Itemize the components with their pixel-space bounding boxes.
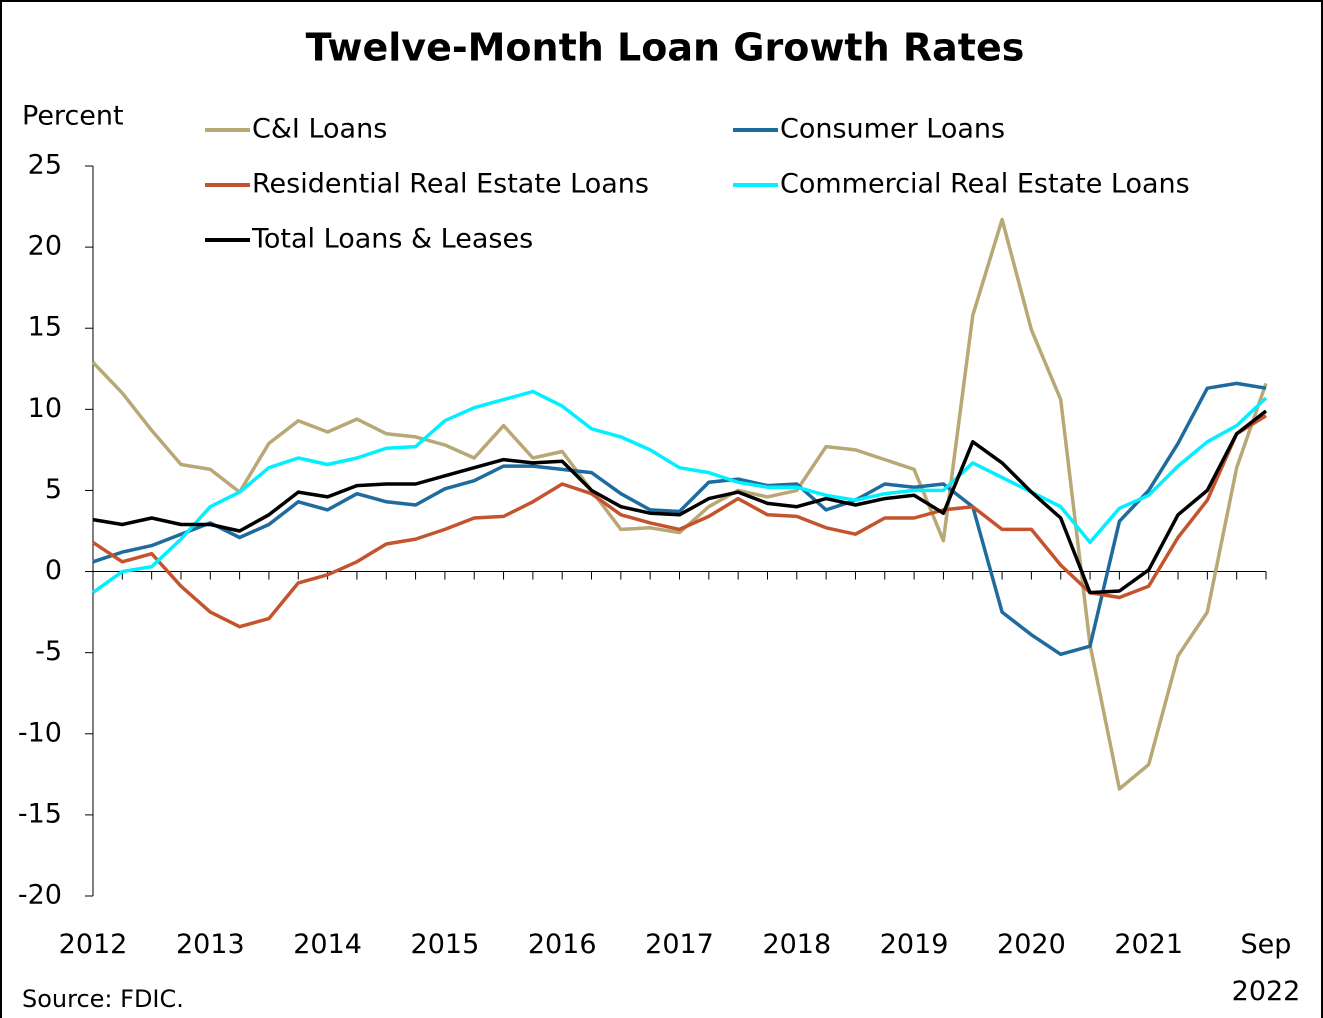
y-tick-label: -20 [18, 880, 62, 911]
x-tick-label-box: 2014 [293, 929, 362, 960]
y-axis-label: Percent [22, 101, 124, 132]
x-tick-label-box: 2016 [527, 929, 597, 960]
x-tick-label-box: 2012 [58, 929, 128, 960]
series-line [91, 217, 1268, 791]
legend-label: Total Loans & Leases [251, 224, 533, 255]
y-tick-label: 5 [45, 474, 62, 505]
x-tick-label-box: 2019 [879, 929, 949, 960]
x-tick-label-box: 2015 [410, 929, 480, 960]
y-tick-label: 10 [28, 393, 62, 424]
x-tick-label: 2012 [58, 929, 128, 960]
y-tick-label: 25 [28, 150, 62, 181]
legend-label: Consumer Loans [780, 114, 1005, 145]
series-line [92, 409, 1268, 595]
x-tick-label-box: 2018 [762, 929, 832, 960]
series-line [92, 381, 1267, 657]
y-tick-label: 0 [45, 555, 62, 586]
y-tick-label: -5 [35, 636, 62, 667]
x-tick-label: 2015 [410, 929, 480, 960]
series-line [91, 389, 1268, 595]
y-tick-label: 20 [28, 231, 62, 262]
x-tick-label-box: 2013 [175, 929, 245, 960]
x-tick-label-box: Sep 2022 [1231, 929, 1301, 1007]
x-tick-label: 2017 [645, 929, 714, 960]
x-tick-label: 2019 [879, 929, 949, 960]
x-tick-label: 2018 [762, 929, 832, 960]
x-tick-label-box: 2017 [645, 929, 714, 960]
y-tick-label: 15 [28, 312, 62, 343]
x-tick-label-box: 2021 [1114, 929, 1184, 960]
x-tick-label: 2020 [997, 929, 1066, 960]
legend-label: Residential Real Estate Loans [252, 169, 649, 200]
y-tick-label: -10 [18, 717, 62, 748]
legend-label: C&I Loans [252, 114, 387, 145]
y-tick-label: -15 [18, 798, 62, 829]
legend-label: Commercial Real Estate Loans [780, 169, 1190, 200]
x-tick-label: 2014 [293, 929, 362, 960]
series-line [92, 414, 1267, 629]
x-tick-label: Sep 2022 [1231, 929, 1301, 1007]
source-note: Source: FDIC. [22, 985, 184, 1013]
x-tick-label: 2013 [175, 929, 245, 960]
x-tick-label: 2021 [1114, 929, 1184, 960]
x-tick-label: 2016 [527, 929, 597, 960]
chart-title: Twelve-Month Loan Growth Rates [306, 26, 1025, 70]
x-tick-label-box: 2020 [997, 929, 1066, 960]
